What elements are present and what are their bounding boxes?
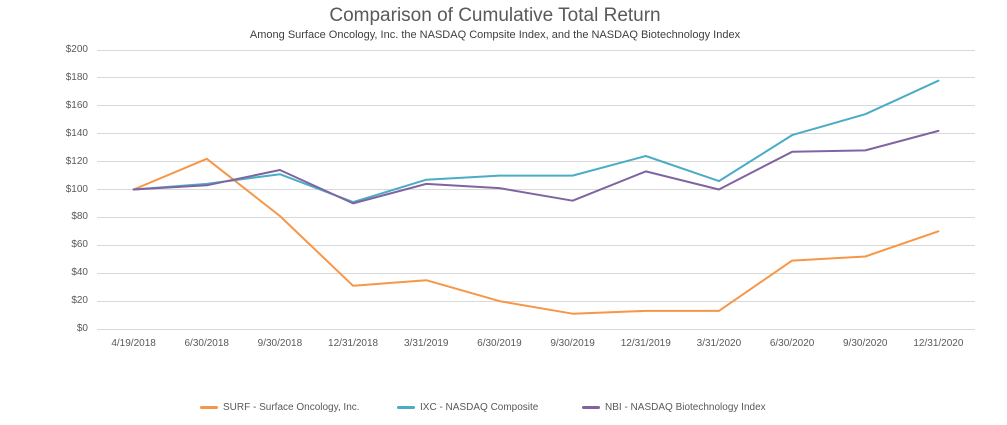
- gridline: [97, 244, 975, 246]
- x-tick-label: 3/31/2019: [404, 338, 449, 349]
- legend-label-nbi: NBI - NASDAQ Biotechnology Index: [605, 401, 766, 413]
- gridline: [97, 77, 975, 79]
- legend-item-surf: SURF - Surface Oncology, Inc.: [200, 399, 360, 415]
- y-tick-label: $60: [71, 239, 88, 251]
- y-tick-label: $0: [76, 323, 88, 334]
- x-tick-label: 9/30/2019: [550, 338, 595, 349]
- series-line-nbi: [132, 129, 940, 205]
- gridline: [97, 161, 975, 163]
- gridline: [97, 216, 975, 218]
- x-tick-label: 4/19/2018: [111, 338, 156, 349]
- gridline: [97, 133, 975, 135]
- y-tick-label: $160: [65, 99, 88, 111]
- chart-subtitle: Among Surface Oncology, Inc. the NASDAQ …: [249, 29, 741, 41]
- chart-title: Comparison of Cumulative Total Return: [329, 5, 661, 26]
- x-tick-label: 9/30/2020: [843, 338, 888, 349]
- series-line-surf: [132, 157, 940, 315]
- legend: SURF - Surface Oncology, Inc. IXC - NASD…: [0, 399, 1007, 415]
- x-tick-label: 9/30/2018: [257, 338, 303, 349]
- legend-item-nbi: NBI - NASDAQ Biotechnology Index: [582, 399, 766, 415]
- x-tick-label: 12/31/2020: [913, 338, 964, 349]
- gridline: [97, 300, 975, 302]
- legend-item-ixc: IXC - NASDAQ Composite: [397, 399, 538, 415]
- gridline: [97, 105, 975, 107]
- x-tick-label: 12/31/2018: [328, 338, 379, 349]
- legend-label-surf: SURF - Surface Oncology, Inc.: [223, 401, 360, 413]
- x-tick-label: 6/30/2018: [184, 338, 230, 349]
- surf-line-swatch-icon: [200, 405, 218, 409]
- gridline: [97, 49, 975, 51]
- gridline: [97, 328, 975, 330]
- y-tick-label: $200: [65, 44, 88, 55]
- gridline: [97, 272, 975, 274]
- y-tick-label: $100: [65, 183, 88, 195]
- x-tick-label: 6/30/2020: [769, 338, 815, 349]
- x-tick-label: 3/31/2020: [696, 338, 742, 349]
- y-tick-label: $180: [65, 71, 88, 83]
- series-line-ixc: [132, 79, 940, 204]
- legend-label-ixc: IXC - NASDAQ Composite: [420, 401, 539, 413]
- x-tick-label: 12/31/2019: [620, 338, 671, 349]
- y-tick-label: $80: [71, 211, 88, 223]
- nbi-line-swatch-icon: [582, 405, 600, 409]
- y-tick-label: $140: [65, 127, 88, 139]
- gridline: [97, 189, 975, 190]
- y-tick-label: $20: [71, 295, 88, 307]
- ixc-line-swatch-icon: [397, 405, 415, 409]
- y-tick-label: $120: [65, 155, 88, 167]
- y-tick-label: $40: [71, 267, 88, 279]
- x-tick-label: 6/30/2019: [477, 338, 522, 349]
